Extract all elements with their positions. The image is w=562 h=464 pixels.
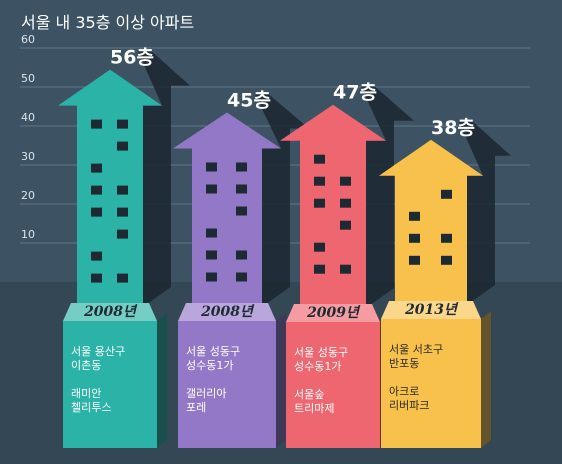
- bar-0: [58, 69, 162, 307]
- bar-2: [280, 104, 386, 308]
- window-1-0-1: [236, 162, 247, 172]
- window-2-3-1: [340, 220, 351, 230]
- year-band-1: [178, 303, 276, 321]
- name-line-3-0: 아크로: [389, 385, 419, 398]
- window-1-0-0: [206, 162, 217, 172]
- year-label-1: 2008년: [200, 304, 255, 320]
- window-2-0-0: [314, 154, 325, 164]
- window-1-4-0: [206, 250, 217, 260]
- window-1-3-0: [206, 228, 217, 238]
- year-band-3: [381, 301, 481, 319]
- year-label-0: 2008년: [83, 304, 138, 320]
- window-0-0-0: [91, 119, 102, 129]
- year-label-3: 2013년: [404, 302, 459, 318]
- name-line-2-0: 서울숲: [294, 388, 324, 401]
- ytick-label-40: 40: [21, 111, 35, 124]
- name-line-1-0: 갤러리아: [186, 387, 226, 400]
- window-1-5-1: [236, 272, 247, 282]
- window-0-1-1: [117, 141, 128, 151]
- ytick-label-60: 60: [21, 33, 35, 46]
- window-2-5-1: [340, 264, 351, 274]
- location-line-1-1: 성수동1가: [186, 359, 233, 372]
- window-0-0-1: [117, 119, 128, 129]
- window-0-3-1: [117, 185, 128, 195]
- window-1-1-1: [236, 184, 247, 194]
- ytick-label-30: 30: [21, 150, 35, 163]
- window-0-7-0: [91, 273, 102, 283]
- name-line-0-0: 래미안: [71, 387, 101, 400]
- window-2-5-0: [314, 264, 325, 274]
- location-line-2-1: 성수동1가: [294, 360, 341, 373]
- name-line-1-1: 포레: [186, 401, 206, 414]
- window-2-1-1: [340, 176, 351, 186]
- name-line-2-1: 트리마제: [294, 402, 334, 415]
- info-panel-side-3: [481, 311, 491, 448]
- window-1-1-0: [206, 184, 217, 194]
- bar-shadow-0: [138, 51, 190, 307]
- window-0-5-1: [117, 229, 128, 239]
- location-line-2-0: 서울 성동구: [294, 346, 348, 359]
- location-line-0-0: 서울 용산구: [71, 345, 125, 358]
- year-band-2: [286, 304, 380, 322]
- chart-title: 서울 내 35층 이상 아파트: [21, 13, 194, 32]
- value-label-1: 45층: [227, 90, 271, 112]
- bar-3: [379, 139, 483, 305]
- value-label-2: 47층: [333, 82, 377, 104]
- window-0-6-0: [91, 251, 102, 261]
- ytick-label-10: 10: [21, 228, 35, 241]
- year-band-0: [63, 303, 157, 321]
- window-0-2-0: [91, 163, 102, 173]
- location-line-0-1: 이촌동: [71, 359, 101, 372]
- window-2-2-0: [314, 198, 325, 208]
- window-0-4-1: [117, 207, 128, 217]
- info-panel-side-0: [157, 313, 167, 448]
- window-0-4-0: [91, 207, 102, 217]
- bar-1: [173, 112, 281, 307]
- bar-shadow-3: [459, 121, 511, 305]
- window-2-2-1: [340, 198, 351, 208]
- window-3-1-0: [409, 211, 420, 221]
- info-panel-1: [178, 321, 276, 448]
- window-1-5-0: [206, 272, 217, 282]
- window-0-3-0: [91, 185, 102, 195]
- bar-shadow-1: [255, 94, 309, 307]
- info-panel-2: [286, 322, 380, 448]
- window-3-2-1: [441, 233, 452, 243]
- value-label-3: 38층: [431, 117, 475, 139]
- location-line-1-0: 서울 성동구: [186, 345, 240, 358]
- window-1-4-1: [236, 250, 247, 260]
- name-line-3-1: 리버파크: [389, 399, 429, 412]
- window-3-0-1: [441, 189, 452, 199]
- info-panel-0: [63, 321, 157, 448]
- window-2-1-0: [314, 176, 325, 186]
- bar-shadow-2: [361, 86, 414, 308]
- year-label-2: 2009년: [306, 305, 361, 321]
- ytick-label-50: 50: [21, 72, 35, 85]
- location-line-3-1: 반포동: [389, 357, 419, 370]
- ytick-label-20: 20: [21, 189, 35, 202]
- window-3-2-0: [409, 233, 420, 243]
- window-1-2-1: [236, 206, 247, 216]
- window-3-3-0: [409, 255, 420, 265]
- name-line-0-1: 첼리투스: [71, 401, 111, 414]
- window-0-7-1: [117, 273, 128, 283]
- y-axis: 10 20 30 40 50 60: [21, 33, 35, 241]
- info-panel-side-1: [276, 313, 286, 448]
- window-3-3-1: [441, 255, 452, 265]
- info-panel-3: [381, 319, 481, 448]
- window-2-4-0: [314, 242, 325, 252]
- value-label-0: 56층: [110, 47, 154, 69]
- location-line-3-0: 서울 서초구: [389, 343, 443, 356]
